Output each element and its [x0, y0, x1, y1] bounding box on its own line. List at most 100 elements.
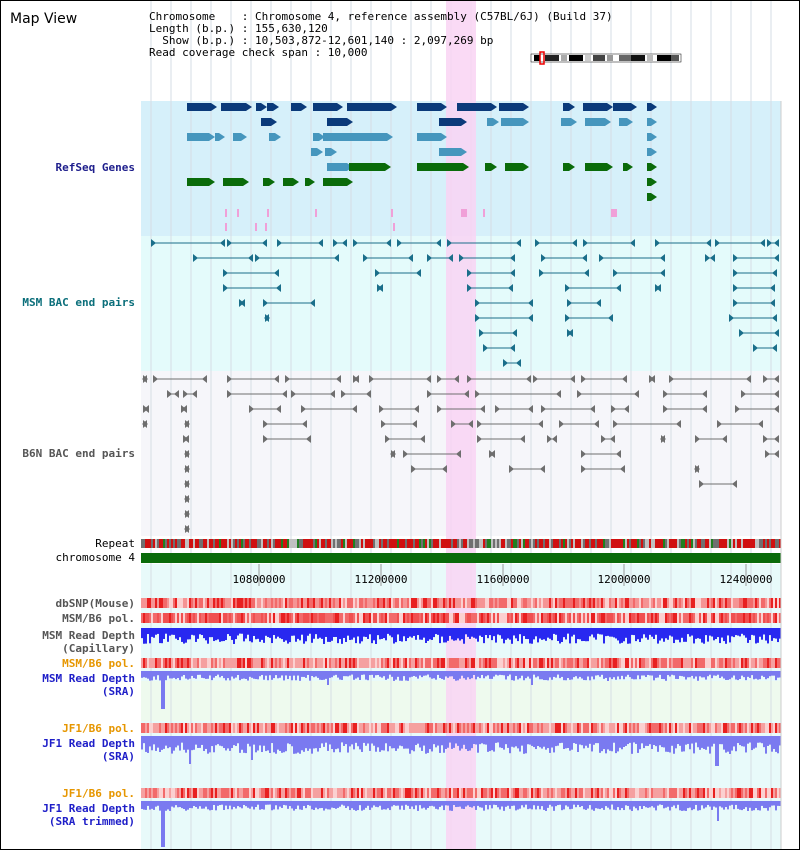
depth-bar [509, 736, 511, 754]
heat-cell [499, 723, 501, 733]
depth-bar [167, 801, 169, 810]
heat-cell [581, 598, 583, 608]
heat-cell [573, 613, 575, 623]
depth-bar [641, 628, 643, 639]
heat-cell [337, 658, 339, 668]
heat-cell [641, 723, 643, 733]
bac-end [774, 239, 779, 247]
heat-cell [525, 723, 527, 733]
heat-cell [497, 613, 499, 623]
repeat-element [663, 539, 665, 548]
depth-bar [623, 736, 625, 748]
depth-bar [353, 736, 355, 750]
gene-arrow [627, 118, 633, 126]
heat-cell [433, 788, 435, 798]
heat-cell [653, 598, 655, 608]
depth-bar [159, 801, 161, 811]
depth-bar [207, 801, 209, 810]
heat-cell [659, 613, 661, 623]
depth-bar [283, 736, 285, 753]
heat-cell [215, 613, 217, 623]
chromosome-ideogram [530, 51, 682, 65]
track-label-jf1-depth-trimmed[interactable]: JF1 Read Depth (SRA trimmed) [6, 802, 135, 828]
gene-body [647, 178, 651, 186]
heat-cell [425, 598, 427, 608]
track-label-msm-b6-pol-2[interactable]: MSM/B6 pol. [62, 657, 135, 670]
track-label-repeat[interactable]: Repeat [95, 537, 135, 550]
depth-bar [197, 628, 199, 639]
repeat-element [423, 539, 425, 548]
refseq-gene [619, 118, 633, 126]
bac-end [741, 390, 746, 398]
heat-cell [765, 598, 767, 608]
repeat-element [369, 539, 371, 548]
heat-cell [431, 788, 433, 798]
b6n-bac-pair [411, 465, 447, 473]
heat-cell [241, 788, 243, 798]
repeat-element [489, 539, 491, 548]
depth-bar [453, 628, 455, 641]
depth-bar [187, 671, 189, 680]
track-label-chromosome[interactable]: chromosome 4 [55, 551, 135, 564]
depth-bar [617, 801, 619, 808]
depth-bar [475, 671, 477, 680]
heat-cell [623, 658, 625, 668]
gene-arrow [441, 103, 447, 111]
depth-bar [399, 801, 401, 810]
repeat-element [635, 539, 637, 548]
depth-bar [641, 736, 643, 744]
depth-bar [709, 671, 711, 675]
track-label-jf1-depth[interactable]: JF1 Read Depth (SRA) [6, 737, 135, 763]
repeat-element [625, 539, 627, 548]
depth-bar [231, 736, 233, 749]
heat-cell [511, 613, 513, 623]
heat-cell [223, 598, 225, 608]
depth-bar [647, 736, 649, 746]
depth-bar [323, 801, 325, 811]
heat-cell [611, 788, 613, 798]
heat-cell [661, 723, 663, 733]
repeat-element [289, 539, 291, 548]
depth-bar [665, 671, 667, 681]
heat-cell [285, 613, 287, 623]
view-title: Map View [10, 11, 78, 27]
heat-cell [695, 723, 697, 733]
track-label-dbsnp[interactable]: dbSNP(Mouse) [55, 597, 135, 610]
ideogram-band [619, 55, 631, 61]
depth-bar [361, 671, 363, 675]
depth-bar [677, 628, 679, 640]
track-label-jf1-b6-pol[interactable]: JF1/B6 pol. [62, 722, 135, 735]
bac-end [291, 390, 296, 398]
heat-cell [259, 658, 261, 668]
gene-body [583, 103, 607, 111]
b6n-bac-pair [181, 405, 187, 413]
b6n-bac-pair [379, 405, 419, 413]
depth-bar [385, 736, 387, 744]
heat-cell [539, 723, 541, 733]
track-label-msm-depth-capillary[interactable]: MSM Read Depth (Capillary) [6, 629, 135, 655]
heat-cell [585, 598, 587, 608]
track-label-refseq-genes[interactable]: RefSeq Genes [55, 161, 135, 174]
depth-bar [731, 736, 733, 751]
repeat-element [463, 539, 465, 548]
bac-end [611, 405, 616, 413]
heat-cell [651, 613, 653, 623]
repeat-element [351, 539, 353, 548]
depth-bar [377, 736, 379, 748]
depth-bar [389, 671, 391, 675]
depth-bar [759, 628, 761, 637]
heat-cell [545, 598, 547, 608]
repeat-element [711, 539, 713, 548]
heat-cell [315, 788, 317, 798]
heat-cell [617, 723, 619, 733]
track-label-msm-bac[interactable]: MSM BAC end pairs [22, 296, 135, 309]
refseq-gene [647, 133, 657, 141]
heat-cell [321, 598, 323, 608]
track-label-b6n-bac[interactable]: B6N BAC end pairs [22, 447, 135, 460]
heat-cell [151, 598, 153, 608]
track-label-msm-depth-sra[interactable]: MSM Read Depth (SRA) [6, 672, 135, 698]
heat-cell [343, 658, 345, 668]
heat-cell [527, 788, 529, 798]
track-label-msm-b6-pol[interactable]: MSM/B6 pol. [62, 612, 135, 625]
track-label-jf1-b6-pol-2[interactable]: JF1/B6 pol. [62, 787, 135, 800]
